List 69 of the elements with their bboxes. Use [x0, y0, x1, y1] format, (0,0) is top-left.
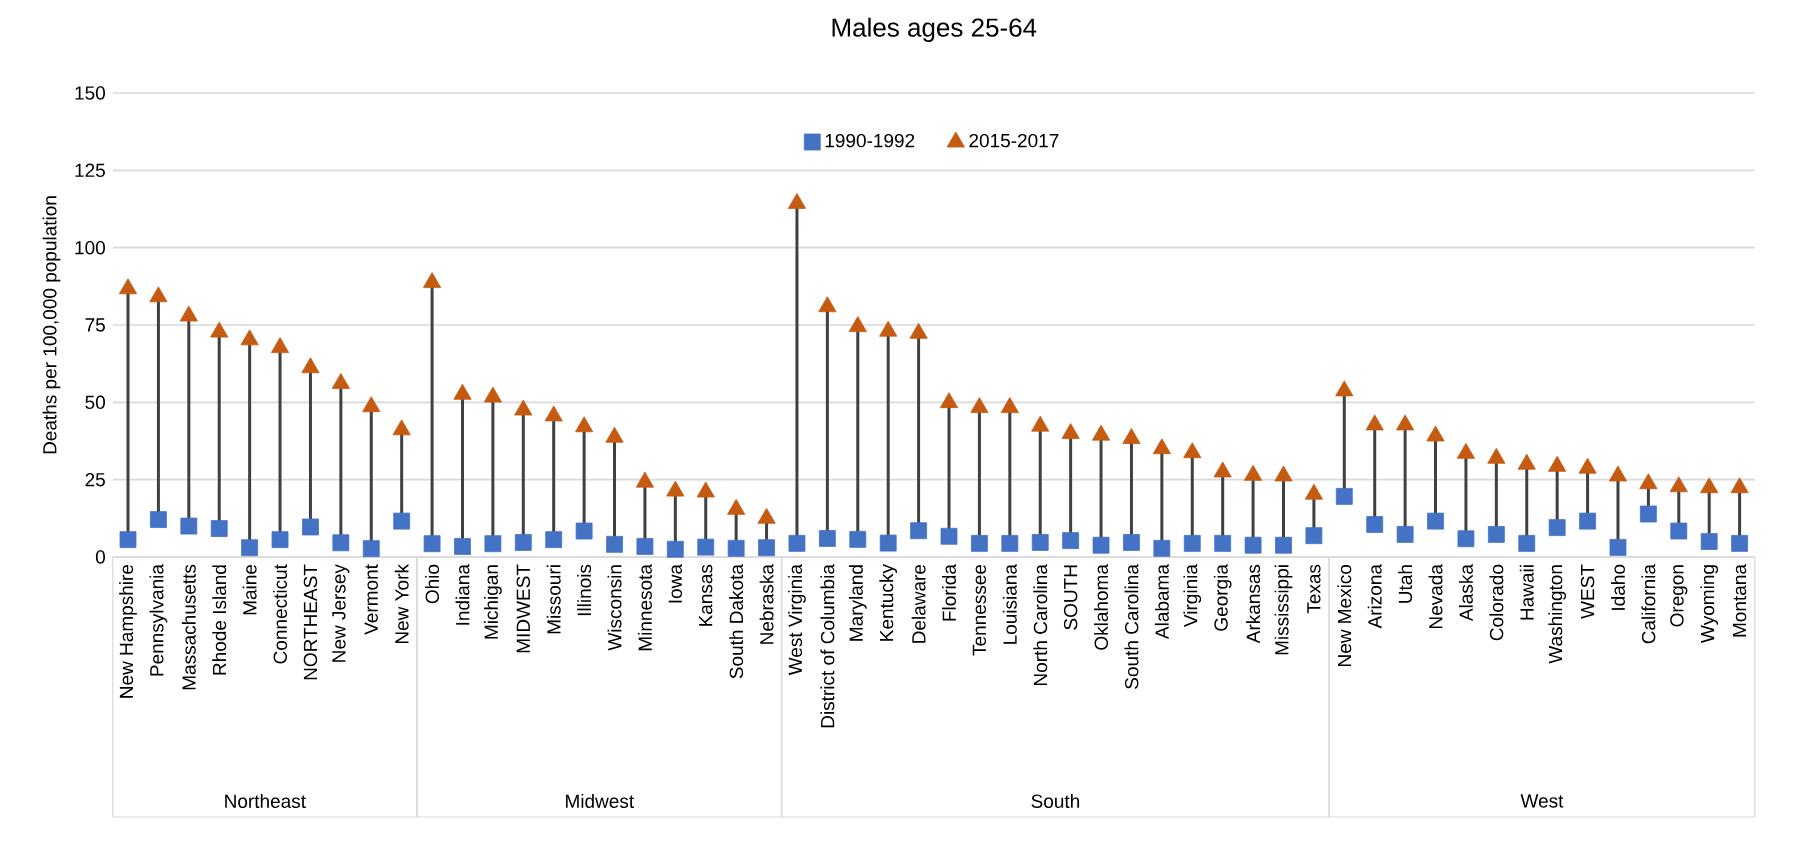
legend-label: 2015-2017: [969, 133, 1059, 148]
text: Northeast: [225, 794, 306, 808]
x-tick-label: Indiana: [455, 564, 470, 625]
x-tick-label: Pennsylvania: [149, 564, 168, 676]
x-tick-label: Illinois: [577, 564, 592, 616]
x-tick-label: Louisiana: [1002, 564, 1017, 644]
y-tick-label: 150: [75, 86, 105, 100]
x-tick-label: Oregon: [1670, 565, 1688, 627]
x-tick-label: Michigan: [484, 565, 502, 639]
x-tick-label: Texas: [1307, 564, 1321, 614]
x-tick-label: Kansas: [699, 564, 713, 626]
x-tick-label: Colorado: [1489, 564, 1504, 641]
x-tick-label: Wyoming: [1700, 565, 1719, 643]
x-tick-label: Alaska: [1458, 564, 1473, 622]
x-tick-label: Alabama: [1154, 564, 1169, 640]
x-tick-label: Ohio: [425, 564, 440, 604]
x-tick-label: California: [1641, 564, 1656, 644]
x-tick-label: MIDWEST: [516, 564, 531, 653]
x-tick-label: Florida: [942, 564, 956, 621]
chart-title: Males ages 25-64: [832, 17, 1037, 42]
x-tick-label: New Mexico: [1337, 564, 1352, 666]
y-tick-label: 75: [85, 318, 105, 332]
x-tick-label: Nevada: [1428, 564, 1443, 628]
x-tick-label: Maryland: [848, 565, 867, 641]
x-tick-label: Tennessee: [972, 564, 987, 656]
x-tick-label: Hawaii: [1519, 565, 1534, 620]
x-tick-label: North Carolina: [1033, 564, 1048, 685]
x-tick-label: Utah: [1398, 565, 1413, 603]
text: South: [1031, 794, 1080, 808]
x-tick-label: Virginia: [1183, 564, 1202, 627]
x-tick-label: Rhode Island: [212, 565, 227, 675]
x-tick-label: Arizona: [1367, 564, 1382, 629]
x-tick-label: South Dakota: [729, 564, 744, 679]
x-tick-label: Idaho: [1610, 564, 1625, 610]
legend-label: 1990-1992: [825, 133, 915, 148]
text: West: [1520, 794, 1564, 808]
x-tick-label: Mississippi: [1274, 565, 1293, 655]
y-tick-label: 50: [85, 395, 105, 410]
x-tick-label: NORTHEAST: [303, 564, 318, 680]
x-tick-label: New Jersey: [332, 564, 350, 662]
x-tick-label: Iowa: [668, 564, 682, 603]
y-tick-label: 25: [85, 472, 105, 487]
y-tick-label: 100: [75, 240, 105, 255]
x-tick-label: SOUTH: [1063, 565, 1078, 630]
x-tick-label: Vermont: [364, 564, 378, 635]
x-tick-label: New Hampshire: [119, 564, 137, 698]
x-tick-label: District of Columbia: [820, 564, 835, 728]
x-tick-label: South Carolina: [1124, 564, 1139, 689]
x-tick-label: WEST: [1580, 564, 1595, 619]
x-tick-label: Missouri: [546, 565, 561, 634]
x-tick-label: Delaware: [911, 564, 926, 643]
y-tick-label: 125: [75, 163, 105, 178]
x-tick-label: Arkansas: [1246, 564, 1261, 644]
y-axis-title: Deaths per 100,000 population: [42, 196, 61, 454]
x-tick-label: Connecticut: [273, 564, 288, 664]
x-tick-label: Massachusetts: [181, 564, 196, 690]
x-tick-label: New York: [394, 564, 409, 644]
x-tick-label: Nebraska: [759, 564, 774, 644]
x-tick-label: Minnesota: [637, 564, 652, 651]
x-tick-label: Kentucky: [879, 564, 898, 641]
y-tick-label: 0: [95, 550, 105, 564]
x-tick-label: Wisconsin: [607, 565, 622, 651]
x-tick-label: West Virginia: [788, 564, 806, 676]
x-tick-label: Oklahoma: [1094, 564, 1109, 650]
x-tick-label: Georgia: [1213, 564, 1232, 631]
text: Midwest: [566, 794, 635, 808]
x-tick-label: Montana: [1732, 564, 1747, 637]
x-tick-label: Maine: [242, 564, 257, 615]
x-tick-label: Washington: [1548, 565, 1567, 664]
